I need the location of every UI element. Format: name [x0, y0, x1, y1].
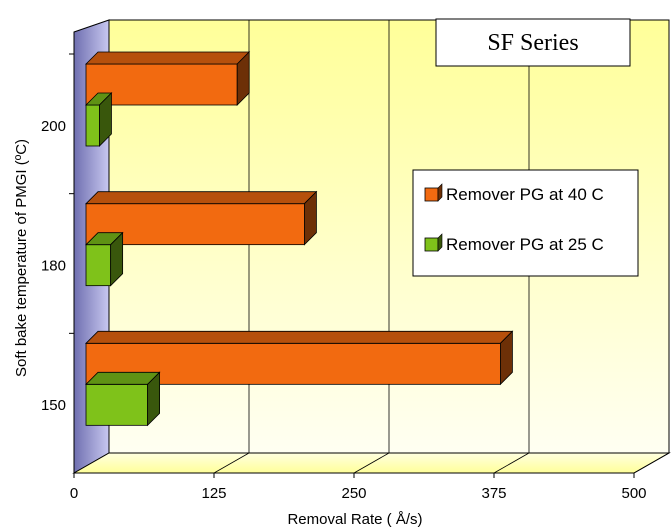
bar-front-face: [85, 383, 148, 426]
x-tick-label: 250: [341, 485, 366, 502]
legend-swatch: [424, 237, 439, 252]
bar-top-face: [85, 191, 318, 205]
x-floor-gridline: [213, 452, 250, 474]
legend-swatch: [424, 187, 439, 202]
bar-top-face: [85, 371, 161, 385]
x-tick-label: 500: [621, 485, 646, 502]
bar-end-face: [303, 190, 317, 246]
bar-front-face: [85, 104, 100, 147]
bar-front-face: [85, 244, 112, 287]
bar: [85, 371, 161, 427]
bar-top-face: [85, 51, 251, 65]
x-floor-gridline: [633, 452, 670, 474]
legend: Remover PG at 40 C Remover PG at 25 C: [412, 169, 639, 277]
y-tick-label: 200: [41, 118, 66, 135]
x-tick-label: 375: [481, 485, 506, 502]
bar-top-face: [85, 330, 514, 344]
x-floor-gridline: [493, 452, 530, 474]
x-tick-label: 0: [70, 485, 78, 502]
x-axis-label: Removal Rate ( Å/s): [287, 511, 422, 528]
bar: [85, 51, 251, 106]
legend-swatch-side: [437, 233, 443, 252]
bar-end-face: [99, 92, 112, 147]
bar-end-face: [110, 231, 124, 287]
legend-item: Remover PG at 40 C: [424, 183, 604, 204]
y-axis-label: Soft bake temperature of PMGI (ºC): [13, 139, 30, 377]
y-tick-label: 180: [41, 258, 66, 275]
legend-swatch-side: [437, 183, 443, 202]
legend-label: Remover PG at 40 C: [446, 185, 604, 204]
chart-title: SF Series: [487, 30, 578, 56]
bar: [85, 190, 318, 246]
x-tick-label: 125: [201, 485, 226, 502]
bar-end-face: [147, 371, 161, 427]
bar: [85, 231, 124, 287]
bar: [85, 92, 113, 147]
y-tick-label: 150: [41, 397, 66, 414]
x-floor-gridline: [353, 452, 390, 474]
legend-item: Remover PG at 25 C: [424, 233, 604, 254]
bar-end-face: [499, 330, 513, 386]
legend-label: Remover PG at 25 C: [446, 235, 604, 254]
bar-end-face: [236, 51, 250, 106]
chart-title-box: SF Series: [435, 18, 631, 67]
